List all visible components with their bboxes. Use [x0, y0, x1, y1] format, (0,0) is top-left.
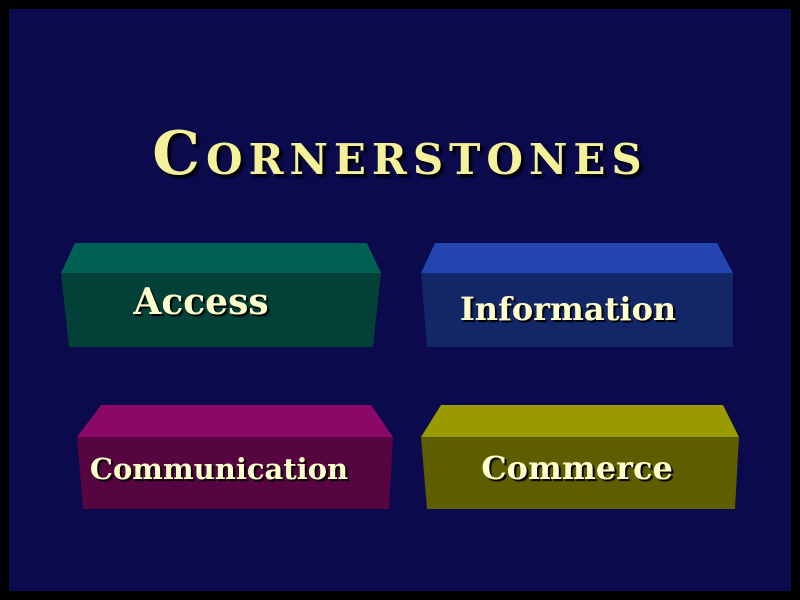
communication-block: Communication	[67, 397, 393, 509]
commerce-block-shape	[421, 405, 739, 509]
access-block-shape	[61, 243, 381, 347]
information-label: Information	[459, 290, 677, 328]
information-block-shape	[421, 243, 733, 347]
slide-title: Cornerstones	[152, 119, 648, 189]
communication-label: Communication	[89, 452, 349, 486]
commerce-block: Commerce	[413, 397, 739, 509]
access-block: Access	[61, 235, 381, 347]
access-label: Access	[133, 281, 269, 323]
commerce-label: Commerce	[481, 449, 673, 487]
information-block: Information	[413, 235, 733, 347]
communication-block-shape	[77, 405, 393, 509]
